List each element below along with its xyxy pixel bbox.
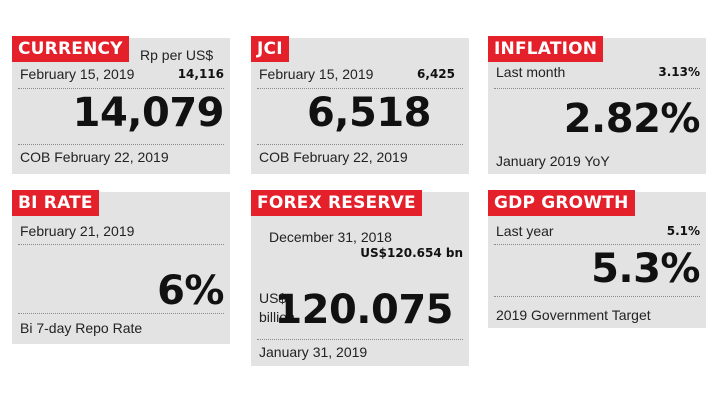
currency-divider-bottom [18,144,224,145]
currency-value: 14,079 [72,90,225,136]
bi-rate-footer: Bi 7-day Repo Rate [20,320,143,336]
bi-rate-divider-bottom [18,313,224,314]
inflation-value: 2.82% [563,96,701,142]
inflation-footer: January 2019 YoY [496,153,610,169]
bi-rate-value: 6% [157,268,224,314]
forex-footer: January 31, 2019 [259,344,368,360]
gdp-title: GDP GROWTH [488,190,635,216]
forex-divider-bottom [257,339,463,340]
gdp-footer: 2019 Government Target [496,307,651,323]
inflation-divider-top [494,88,700,89]
gdp-card: GDP GROWTH Last year 5.1% 5.3% 2019 Gove… [488,190,706,328]
gdp-divider-top [494,244,700,245]
jci-prev-value: 6,425 [417,67,455,81]
forex-prev-date: December 31, 2018 [269,229,392,245]
forex-value: 120.075 [274,287,453,333]
forex-unit-line1: US$ [259,290,287,306]
bi-rate-date: February 21, 2019 [20,223,135,239]
gdp-prev-label: Last year [496,223,554,239]
jci-prev-date: February 15, 2019 [259,66,374,82]
bi-rate-title: BI RATE [12,190,99,216]
currency-prev-date: February 15, 2019 [20,66,135,82]
inflation-card: INFLATION Last month 3.13% 2.82% January… [488,36,706,174]
jci-card: JCI February 15, 2019 6,425 6,518 COB Fe… [251,36,469,174]
gdp-divider-bottom [494,296,700,297]
gdp-prev-value: 5.1% [666,224,700,238]
bi-rate-divider-top [18,244,224,245]
jci-value: 6,518 [306,90,432,136]
forex-prev-value: US$120.654 bn [360,246,463,260]
forex-title: FOREX RESERVE [251,190,422,216]
inflation-title: INFLATION [488,36,604,62]
jci-divider-top [257,88,463,89]
jci-title: JCI [251,36,289,62]
currency-title: CURRENCY [12,36,129,62]
forex-card: FOREX RESERVE December 31, 2018 US$120.6… [251,190,469,366]
gdp-value: 5.3% [591,246,700,292]
currency-unit: Rp per US$ [140,47,214,63]
jci-footer: COB February 22, 2019 [259,149,408,165]
currency-divider-top [18,88,224,89]
forex-unit-line2: billion [259,309,295,325]
bi-rate-card: BI RATE February 21, 2019 6% Bi 7-day Re… [12,190,230,344]
currency-card: CURRENCY Rp per US$ February 15, 2019 14… [12,36,230,174]
inflation-prev-value: 3.13% [658,65,700,79]
currency-footer: COB February 22, 2019 [20,149,169,165]
jci-divider-bottom [257,144,463,145]
currency-prev-value: 14,116 [177,67,224,81]
inflation-prev-label: Last month [496,64,566,80]
